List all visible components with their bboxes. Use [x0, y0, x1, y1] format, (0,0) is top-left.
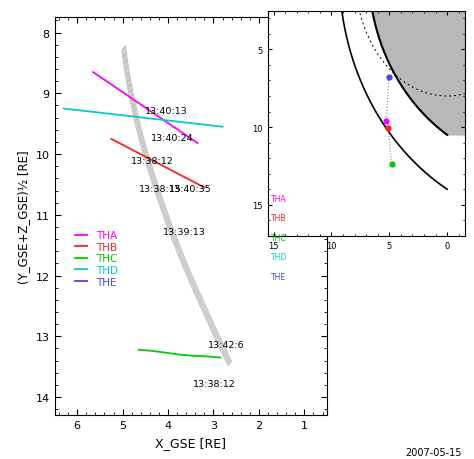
Text: 13:40:24: 13:40:24 [151, 134, 193, 143]
Text: 13:38:12: 13:38:12 [131, 157, 173, 166]
Text: THB: THB [271, 214, 287, 223]
Polygon shape [369, 0, 470, 135]
Legend: THA, THB, THC, THD, THE: THA, THB, THC, THD, THE [71, 227, 122, 291]
Polygon shape [369, 0, 470, 135]
Text: THA: THA [271, 195, 287, 203]
Text: 13:38:12: 13:38:12 [193, 379, 236, 388]
Text: 13:39:13: 13:39:13 [163, 228, 206, 237]
Text: 13:40:13: 13:40:13 [145, 106, 187, 116]
Text: 13:42:6: 13:42:6 [208, 341, 245, 349]
Y-axis label: (Y_GSE+Z_GSE)½ [RE]: (Y_GSE+Z_GSE)½ [RE] [17, 150, 30, 284]
Text: THD: THD [271, 252, 288, 262]
Text: 2007-05-15: 2007-05-15 [406, 447, 462, 457]
Polygon shape [339, 0, 470, 190]
X-axis label: X_GSE [RE]: X_GSE [RE] [155, 436, 226, 449]
Text: 13:38:15: 13:38:15 [138, 184, 181, 193]
Text: THC: THC [271, 233, 287, 242]
Text: THE: THE [271, 272, 286, 281]
Text: 13:40:35: 13:40:35 [169, 184, 212, 193]
